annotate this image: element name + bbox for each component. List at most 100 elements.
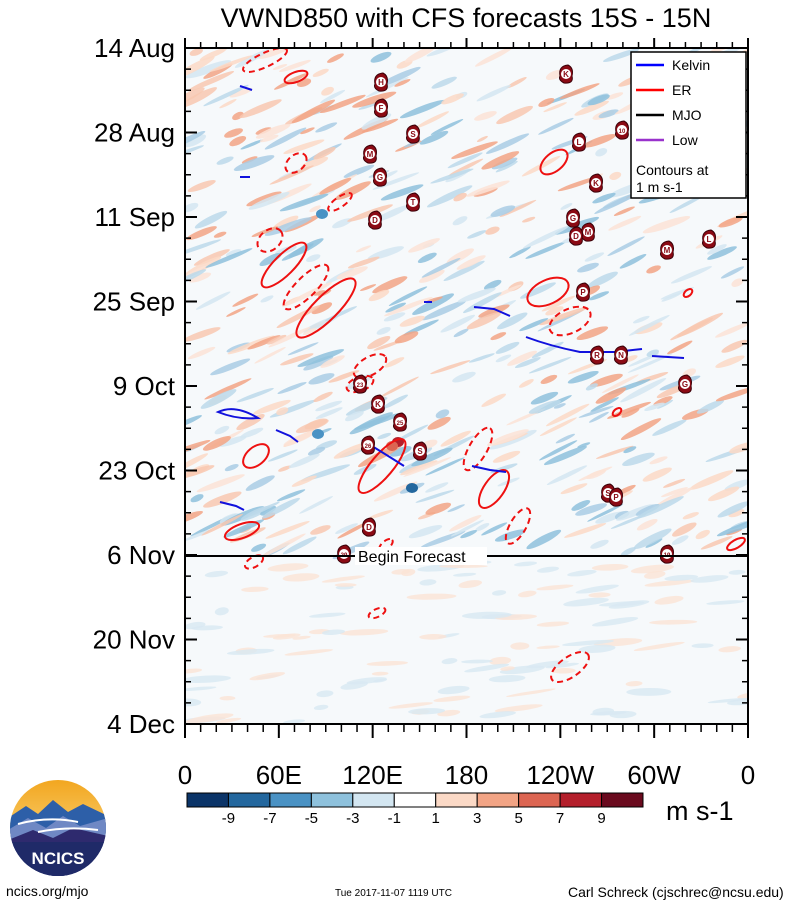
anomaly-blob — [696, 399, 725, 414]
x-tick-label: 120E — [342, 760, 403, 790]
anomaly-blob — [378, 376, 419, 399]
anomaly-blob — [419, 579, 437, 586]
anomaly-blob — [619, 253, 647, 269]
anomaly-blob — [574, 100, 609, 116]
anomaly-blob — [374, 205, 410, 222]
anomaly-blob — [592, 192, 616, 204]
anomaly-blob — [334, 583, 357, 587]
anomaly-blob — [506, 77, 527, 89]
anomaly-blob — [264, 127, 307, 150]
anomaly-blob — [360, 284, 377, 292]
footer-link[interactable]: ncics.org/mjo — [6, 883, 89, 899]
y-tick-label: 9 Oct — [113, 371, 176, 401]
anomaly-blob — [461, 659, 493, 664]
anomaly-blob — [371, 671, 389, 676]
anomaly-blob — [337, 521, 370, 539]
anomaly-blob — [452, 216, 468, 226]
anomaly-blob — [623, 446, 637, 454]
anomaly-blob — [495, 161, 518, 173]
y-axis: 14 Aug 28 Aug 11 Sep 25 Sep 9 Oct 23 Oct 6 Nov… — [93, 33, 748, 739]
anomaly-blob — [284, 649, 334, 656]
anomaly-blob — [185, 415, 202, 429]
anomaly-blob — [627, 353, 673, 373]
anomaly-blob — [461, 611, 512, 619]
kelvin-contour — [471, 465, 507, 473]
anomaly-blob — [408, 525, 443, 539]
legend: Kelvin ER MJO Low Contours at 1 m s-1 — [630, 51, 747, 199]
anomaly-blob — [223, 519, 264, 538]
anomaly-blob — [475, 523, 490, 532]
anomaly-blob — [315, 407, 343, 419]
x-tick-label: 0 — [178, 760, 192, 790]
anomaly-blob — [377, 66, 421, 88]
anomaly-blob — [717, 501, 748, 518]
storm-label: 23 — [357, 383, 364, 389]
anomaly-blob — [272, 64, 288, 70]
anomaly-blob — [578, 466, 613, 481]
anomaly-blob — [232, 293, 259, 307]
anomaly-blob — [671, 535, 689, 545]
anomaly-blob — [214, 425, 230, 435]
anomaly-blob — [300, 127, 315, 135]
anomaly-blob — [718, 216, 743, 228]
storm-label: D — [372, 216, 378, 225]
storm-label: 26 — [365, 444, 372, 450]
anomaly-blob — [345, 411, 364, 422]
anomaly-blob — [196, 474, 245, 493]
legend-note-line1: Contours at — [636, 162, 708, 178]
anomaly-blob — [189, 48, 203, 56]
er-contour — [282, 263, 330, 311]
anomaly-blob — [384, 297, 433, 317]
er-contour — [283, 69, 309, 85]
anomaly-blob — [476, 85, 511, 102]
anomaly-blob — [438, 564, 488, 568]
anomaly-blob — [195, 291, 231, 310]
anomaly-blob — [664, 574, 699, 581]
y-tick-label: 28 Aug — [94, 118, 175, 148]
anomaly-blob — [587, 94, 610, 106]
anomaly-blob — [310, 525, 331, 535]
er-contour — [504, 507, 532, 545]
anomaly-blob — [355, 245, 372, 253]
anomaly-blob — [451, 141, 498, 159]
colorbar-swatch — [310, 792, 354, 808]
anomaly-blob — [464, 663, 510, 673]
anomaly-blob — [335, 523, 358, 534]
anomaly-blob — [373, 678, 388, 683]
anomaly-blob — [562, 639, 614, 647]
storm-marker: F — [374, 98, 388, 118]
anomaly-blob — [553, 403, 566, 409]
anomaly-blob — [448, 158, 484, 177]
anomaly-blob — [229, 88, 253, 98]
anomaly-blob — [185, 60, 232, 79]
anomaly-blob — [214, 607, 229, 616]
anomaly-blob — [539, 440, 578, 461]
anomaly-blob — [720, 266, 745, 279]
anomaly-blob — [234, 49, 270, 68]
anomaly-blob — [564, 523, 607, 538]
anomaly-blob — [481, 393, 507, 407]
anomaly-blob — [267, 449, 298, 462]
anomaly-blob — [321, 86, 334, 96]
anomaly-blob — [430, 168, 474, 184]
anomaly-blob — [361, 113, 392, 130]
anomaly-blob — [695, 529, 710, 540]
anomaly-blob — [507, 350, 538, 366]
anomaly-blob — [466, 312, 502, 330]
storm-markers: HKF10SLMKGTDGMDMLPRNGK232526SSPD2919 — [337, 64, 716, 564]
anomaly-blob — [489, 656, 512, 666]
storm-marker: R — [590, 345, 604, 365]
storm-label: P — [613, 493, 619, 502]
colorbar-label: 7 — [556, 810, 564, 827]
anomaly-core — [316, 209, 328, 219]
anomaly-blob — [646, 349, 659, 357]
colorbar-swatch — [393, 792, 437, 808]
anomaly-blob — [411, 447, 453, 467]
anomaly-blob — [544, 446, 587, 466]
storm-marker: D — [368, 210, 382, 230]
anomaly-blob — [721, 339, 748, 353]
anomaly-blob — [670, 266, 712, 284]
anomaly-blob — [313, 391, 333, 402]
anomaly-blob — [729, 442, 748, 454]
anomaly-blob — [415, 489, 455, 503]
